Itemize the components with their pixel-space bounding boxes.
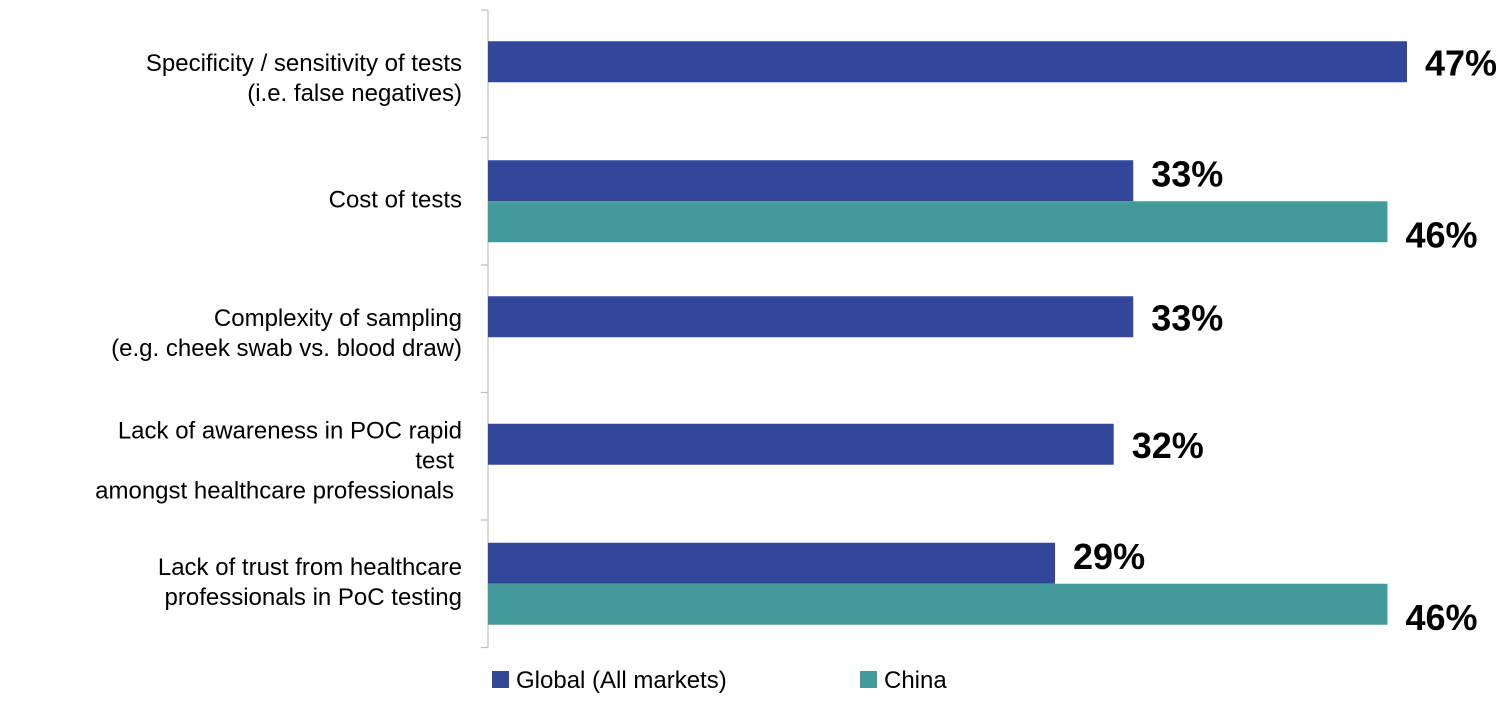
category-label: (i.e. false negatives) (247, 80, 462, 107)
category-label: test (415, 448, 454, 475)
category-label: Cost of tests (329, 187, 462, 214)
bar-global (488, 423, 1114, 465)
category-label: amongst healthcare professionals (95, 478, 454, 505)
data-label: 46% (1405, 214, 1477, 255)
bar-global (488, 160, 1134, 202)
legend-swatch-china (860, 671, 877, 688)
bar-global (488, 296, 1134, 338)
data-label: 33% (1151, 153, 1223, 194)
data-label: 47% (1425, 42, 1497, 83)
category-label: (e.g. cheek swab vs. blood draw) (111, 335, 462, 362)
data-label: 46% (1405, 597, 1477, 638)
category-label: Lack of awareness in POC rapid (118, 418, 462, 445)
value-labels-group: 47% 33% 46% 33% 32% 29% 46% (1073, 42, 1497, 638)
y-axis-group (481, 9, 489, 649)
category-label: Specificity / sensitivity of tests (146, 50, 462, 77)
legend-swatch-global (492, 671, 509, 688)
legend: Global (All markets) China (492, 667, 947, 694)
legend-label: China (884, 667, 947, 694)
bar-global (488, 542, 1056, 584)
bars-group (488, 41, 1407, 625)
category-label: Lack of trust from healthcare (158, 554, 462, 581)
category-label: Complexity of sampling (214, 305, 462, 332)
data-label: 29% (1073, 536, 1145, 577)
data-label: 32% (1132, 425, 1204, 466)
bar-global (488, 41, 1407, 83)
legend-label: Global (All markets) (516, 667, 727, 694)
bar-china (488, 201, 1388, 243)
data-label: 33% (1151, 297, 1223, 338)
bar-china (488, 583, 1388, 625)
category-labels-group: Specificity / sensitivity of tests (i.e. … (95, 50, 462, 611)
category-label: professionals in PoC testing (165, 584, 463, 611)
